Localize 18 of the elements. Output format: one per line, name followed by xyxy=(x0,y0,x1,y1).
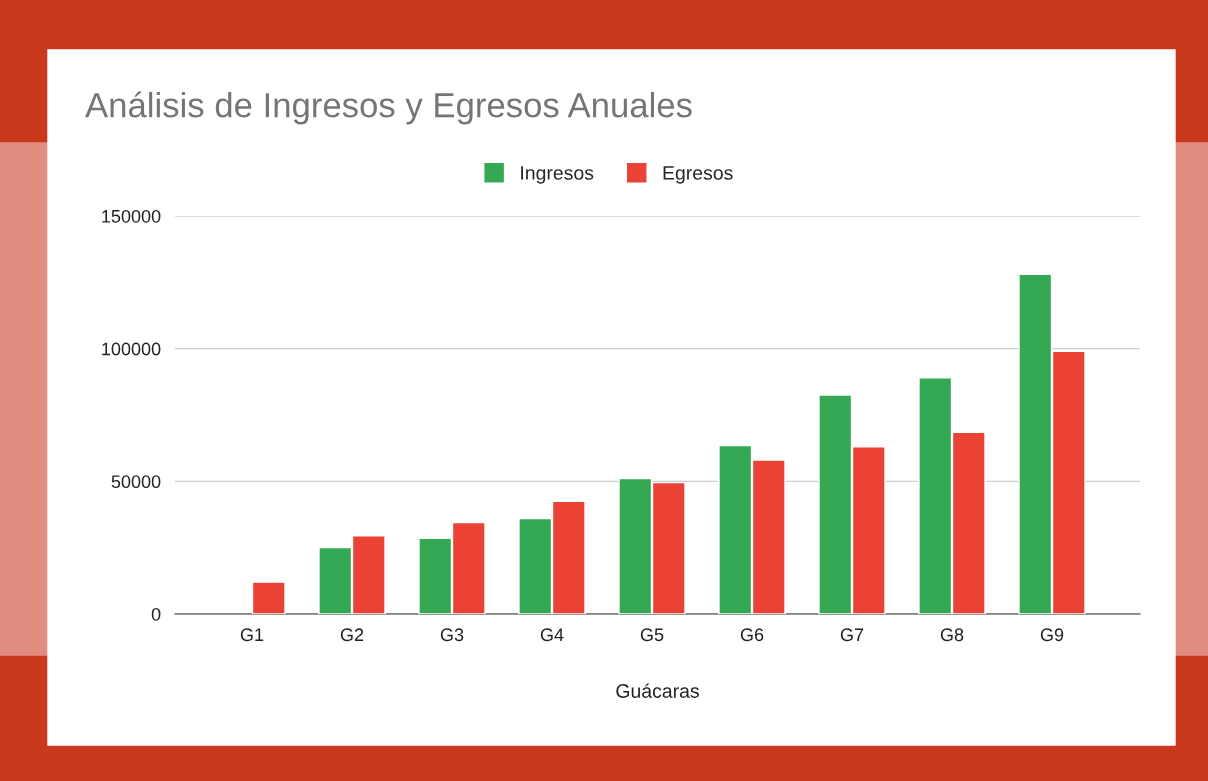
x-tick-label: G3 xyxy=(440,628,464,642)
x-tick-label: G8 xyxy=(940,628,964,642)
x-tick-label: G6 xyxy=(740,628,764,642)
y-tick-label: 0 xyxy=(151,607,161,621)
y-tick-label: 50000 xyxy=(111,475,161,489)
legend-label: Ingresos xyxy=(521,166,594,184)
x-tick-label: G1 xyxy=(240,628,264,642)
y-tick-label: 100000 xyxy=(102,342,161,356)
x-tick-label: G5 xyxy=(640,628,664,642)
chart-title: Análisis de Ingresos y Egresos Anuales xyxy=(85,91,692,125)
x-tick-label: G4 xyxy=(540,628,564,642)
x-tick-label: G2 xyxy=(340,628,364,642)
x-tick-label: G7 xyxy=(840,628,864,642)
bar xyxy=(251,581,286,614)
x-tick-label: G9 xyxy=(1040,628,1064,642)
y-tick-label: 150000 xyxy=(102,209,161,223)
legend-label: Egresos xyxy=(663,166,733,184)
x-axis-title: Guácaras xyxy=(616,683,699,698)
